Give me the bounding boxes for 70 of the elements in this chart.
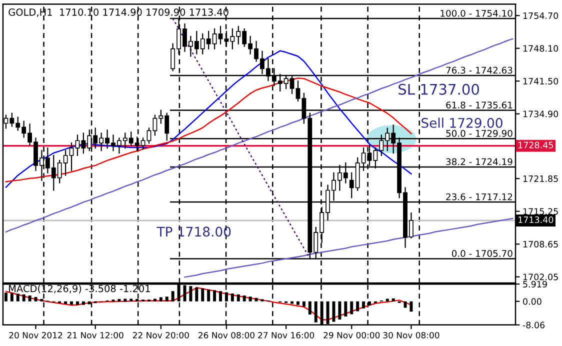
bar [213, 290, 216, 302]
bar [22, 294, 26, 302]
bar [76, 301, 79, 305]
y-tick-label: 1721.85 [523, 175, 558, 182]
y-tick-label: 1741.50 [523, 78, 558, 85]
bar [130, 298, 133, 302]
bar [410, 301, 413, 312]
bar [242, 296, 246, 302]
annotation: SL 1737.00 [398, 84, 479, 95]
bar [386, 298, 389, 302]
ref-line-label: 1713.40 [518, 216, 554, 224]
bar [159, 297, 162, 302]
bar [356, 301, 360, 312]
y-tick-label: 5.919 [523, 280, 547, 288]
bar [153, 298, 156, 302]
x-tick-label: 30 Nov 08:00 [383, 332, 440, 338]
y-tick-label: -8.06 [522, 322, 545, 328]
y-tick-label: 1702.05 [523, 274, 558, 280]
bar [404, 301, 407, 308]
bar [219, 291, 222, 302]
bar [254, 298, 258, 302]
y-tick-label: 1754.70 [523, 12, 558, 20]
x-tick-label: 20 Nov 2012 [9, 332, 62, 338]
x-tick-label: 26 Nov 08:00 [198, 332, 254, 338]
bar [230, 293, 234, 302]
bar [392, 298, 395, 302]
bar [10, 293, 14, 302]
bar [362, 301, 366, 308]
annotation: 100.0 - 1754.10 [440, 10, 512, 17]
y-tick-label: 1715.25 [523, 208, 558, 215]
bar [236, 294, 240, 302]
annotation: Sell 1729.00 [422, 118, 502, 128]
chart-title: MACD(12,26,9) -3.508 -1.201 [9, 284, 150, 294]
y-tick-label: 0.00 [523, 298, 542, 305]
y-tick-label: 1734.90 [523, 110, 558, 118]
bar [16, 294, 20, 302]
bar [344, 301, 348, 317]
x-tick-label: 27 Nov 16:00 [258, 332, 314, 338]
annotation: TP 1718.00 [156, 226, 231, 237]
x-tick-label: 21 Nov 12:00 [67, 332, 124, 338]
line-series [172, 18, 311, 260]
bar [195, 287, 198, 302]
bar [165, 296, 168, 302]
bar [28, 296, 32, 302]
bar [82, 301, 85, 305]
annotation: 0.0 - 1705.70 [452, 250, 512, 257]
bar [296, 301, 300, 305]
bar [248, 296, 252, 302]
annotation: 23.6 - 1717.12 [446, 193, 512, 200]
bar [124, 298, 127, 302]
bar [201, 288, 204, 302]
annotation: 61.8 - 1735.61 [446, 102, 512, 109]
bar [64, 301, 68, 304]
y-tick-label: 1748.10 [523, 45, 558, 52]
x-tick-label: 29 Nov 00:00 [324, 332, 380, 338]
ref-line-label: 1728.45 [518, 142, 553, 148]
annotation: 50.0 - 1729.90 [446, 130, 512, 137]
bar [314, 301, 318, 322]
bar [171, 291, 174, 302]
annotation: 76.3 - 1742.63 [446, 66, 512, 74]
x-tick-label: 22 Nov 20:00 [132, 332, 189, 338]
chart-title: GOLD,H1 1710.10 1714.90 1709.90 1713.40 [8, 8, 228, 17]
bar [70, 301, 74, 305]
bar [338, 301, 342, 320]
annotation: 38.2 - 1724.19 [446, 158, 512, 166]
bar [350, 301, 354, 314]
bar [302, 301, 306, 307]
bar [308, 301, 312, 314]
bar [207, 289, 210, 302]
y-tick-label: 1708.65 [523, 240, 558, 248]
